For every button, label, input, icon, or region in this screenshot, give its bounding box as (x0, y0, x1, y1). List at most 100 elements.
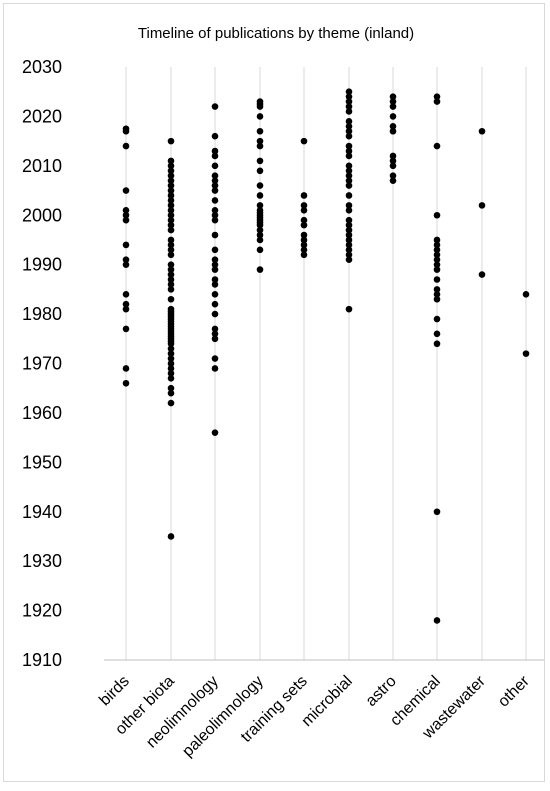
point-wastewater-4 (433, 236, 441, 244)
point-wastewater-1 (433, 98, 441, 105)
chart-frame: Timeline of publications by theme (inlan… (3, 3, 545, 782)
point-paleolimnology-28 (211, 429, 219, 436)
point-microbial-10 (345, 147, 353, 155)
point-astro-9 (300, 246, 308, 254)
point-neolimnology-6 (167, 187, 175, 194)
point-training-sets-11 (256, 202, 264, 209)
point-birds-1 (122, 127, 130, 135)
point-microbial-28 (345, 256, 353, 264)
point-paleolimnology-22 (211, 310, 219, 318)
point-training-sets-9 (256, 182, 264, 189)
point-neolimnology-19 (167, 261, 175, 268)
point-paleolimnology-3 (211, 152, 219, 160)
point-wastewater-14 (433, 295, 441, 303)
point-neolimnology-18 (167, 251, 175, 259)
point-neolimnology-40 (167, 340, 175, 348)
point-wastewater-5 (433, 241, 441, 249)
point-wastewater-9 (433, 261, 441, 268)
point-training-sets-2 (256, 103, 264, 110)
point-neolimnology-15 (167, 236, 175, 244)
point-birds-6 (122, 216, 130, 224)
y-tick-2020: 2020 (22, 106, 62, 126)
point-chemical-10 (389, 177, 397, 184)
point-paleolimnology-8 (211, 187, 219, 194)
point-paleolimnology-4 (211, 162, 219, 170)
point-training-sets-20 (256, 231, 264, 239)
point-neolimnology-47 (167, 375, 175, 382)
point-paleolimnology-1 (211, 132, 219, 140)
y-tick-1940: 1940 (22, 502, 62, 522)
point-microbial-9 (345, 142, 353, 150)
point-paleolimnology-26 (211, 355, 219, 362)
point-microbial-16 (345, 182, 353, 189)
point-neolimnology-9 (167, 202, 175, 209)
point-training-sets-10 (256, 192, 264, 199)
point-microbial-18 (345, 202, 353, 209)
y-tick-1930: 1930 (22, 551, 62, 571)
point-neolimnology-16 (167, 241, 175, 249)
chart-title: Timeline of publications by theme (inlan… (138, 25, 414, 42)
point-training-sets-22 (256, 246, 264, 254)
point-neolimnology-8 (167, 197, 175, 204)
point-microbial-11 (345, 152, 353, 160)
point-training-sets-8 (256, 167, 264, 175)
point-chemical-2 (389, 103, 397, 110)
point-microbial-25 (345, 241, 353, 249)
point-birds-13 (122, 325, 130, 333)
point-astro-0 (300, 137, 308, 145)
y-tick-labels: 1910 1920 1930 1940 1950 1960 1970 1980 1990 2000… (22, 57, 62, 670)
point-other2-0 (522, 291, 530, 298)
point-chemical-1 (389, 98, 397, 105)
point-paleolimnology-15 (211, 256, 219, 264)
point-wastewater-0 (433, 93, 441, 100)
point-wastewater-12 (433, 286, 441, 293)
point-training-sets-4 (256, 127, 264, 135)
point-microbial-23 (345, 231, 353, 239)
point-neolimnology-49 (167, 389, 175, 397)
point-birds-2 (122, 142, 130, 150)
point-microbial-13 (345, 167, 353, 175)
point-birds-12 (122, 305, 130, 313)
point-neolimnology-45 (167, 365, 175, 372)
point-birds-4 (122, 207, 130, 214)
point-paleolimnology-5 (211, 172, 219, 180)
point-neolimnology-42 (167, 350, 175, 357)
point-neolimnology-2 (167, 167, 175, 175)
point-wastewater-16 (433, 330, 441, 338)
point-wastewater-11 (433, 276, 441, 283)
point-microbial-20 (345, 216, 353, 224)
point-paleolimnology-17 (211, 266, 219, 273)
point-microbial-17 (345, 192, 353, 199)
data-points (122, 88, 530, 624)
point-training-sets-18 (256, 221, 264, 229)
point-paleolimnology-16 (211, 261, 219, 268)
point-training-sets-5 (256, 137, 264, 145)
point-microbial-8 (345, 132, 353, 140)
point-microbial-2 (345, 98, 353, 105)
point-microbial-5 (345, 118, 353, 125)
y-tick-1970: 1970 (22, 354, 62, 374)
point-birds-3 (122, 187, 130, 194)
point-microbial-26 (345, 246, 353, 254)
grid-lines (125, 67, 527, 660)
point-birds-11 (122, 300, 130, 308)
point-birds-9 (122, 261, 130, 268)
point-neolimnology-0 (167, 157, 175, 165)
point-neolimnology-48 (167, 384, 175, 392)
point-paleolimnology-19 (211, 281, 219, 288)
point-chemical-0 (389, 93, 397, 100)
y-tick-1920: 1920 (22, 601, 62, 621)
point-microbial-3 (345, 103, 353, 110)
point-microbial-21 (345, 221, 353, 229)
point-neolimnology-41 (167, 345, 175, 352)
point-chemical-4 (389, 123, 397, 130)
point-other-0 (478, 127, 486, 135)
point-neolimnology-13 (167, 221, 175, 229)
y-tick-1910: 1910 (22, 650, 62, 670)
point-neolimnology-17 (167, 246, 175, 254)
point-wastewater-18 (433, 508, 441, 516)
point-training-sets-3 (256, 113, 264, 120)
point-training-sets-6 (256, 142, 264, 150)
point-neolimnology-23 (167, 281, 175, 288)
point-microbial-6 (345, 123, 353, 130)
